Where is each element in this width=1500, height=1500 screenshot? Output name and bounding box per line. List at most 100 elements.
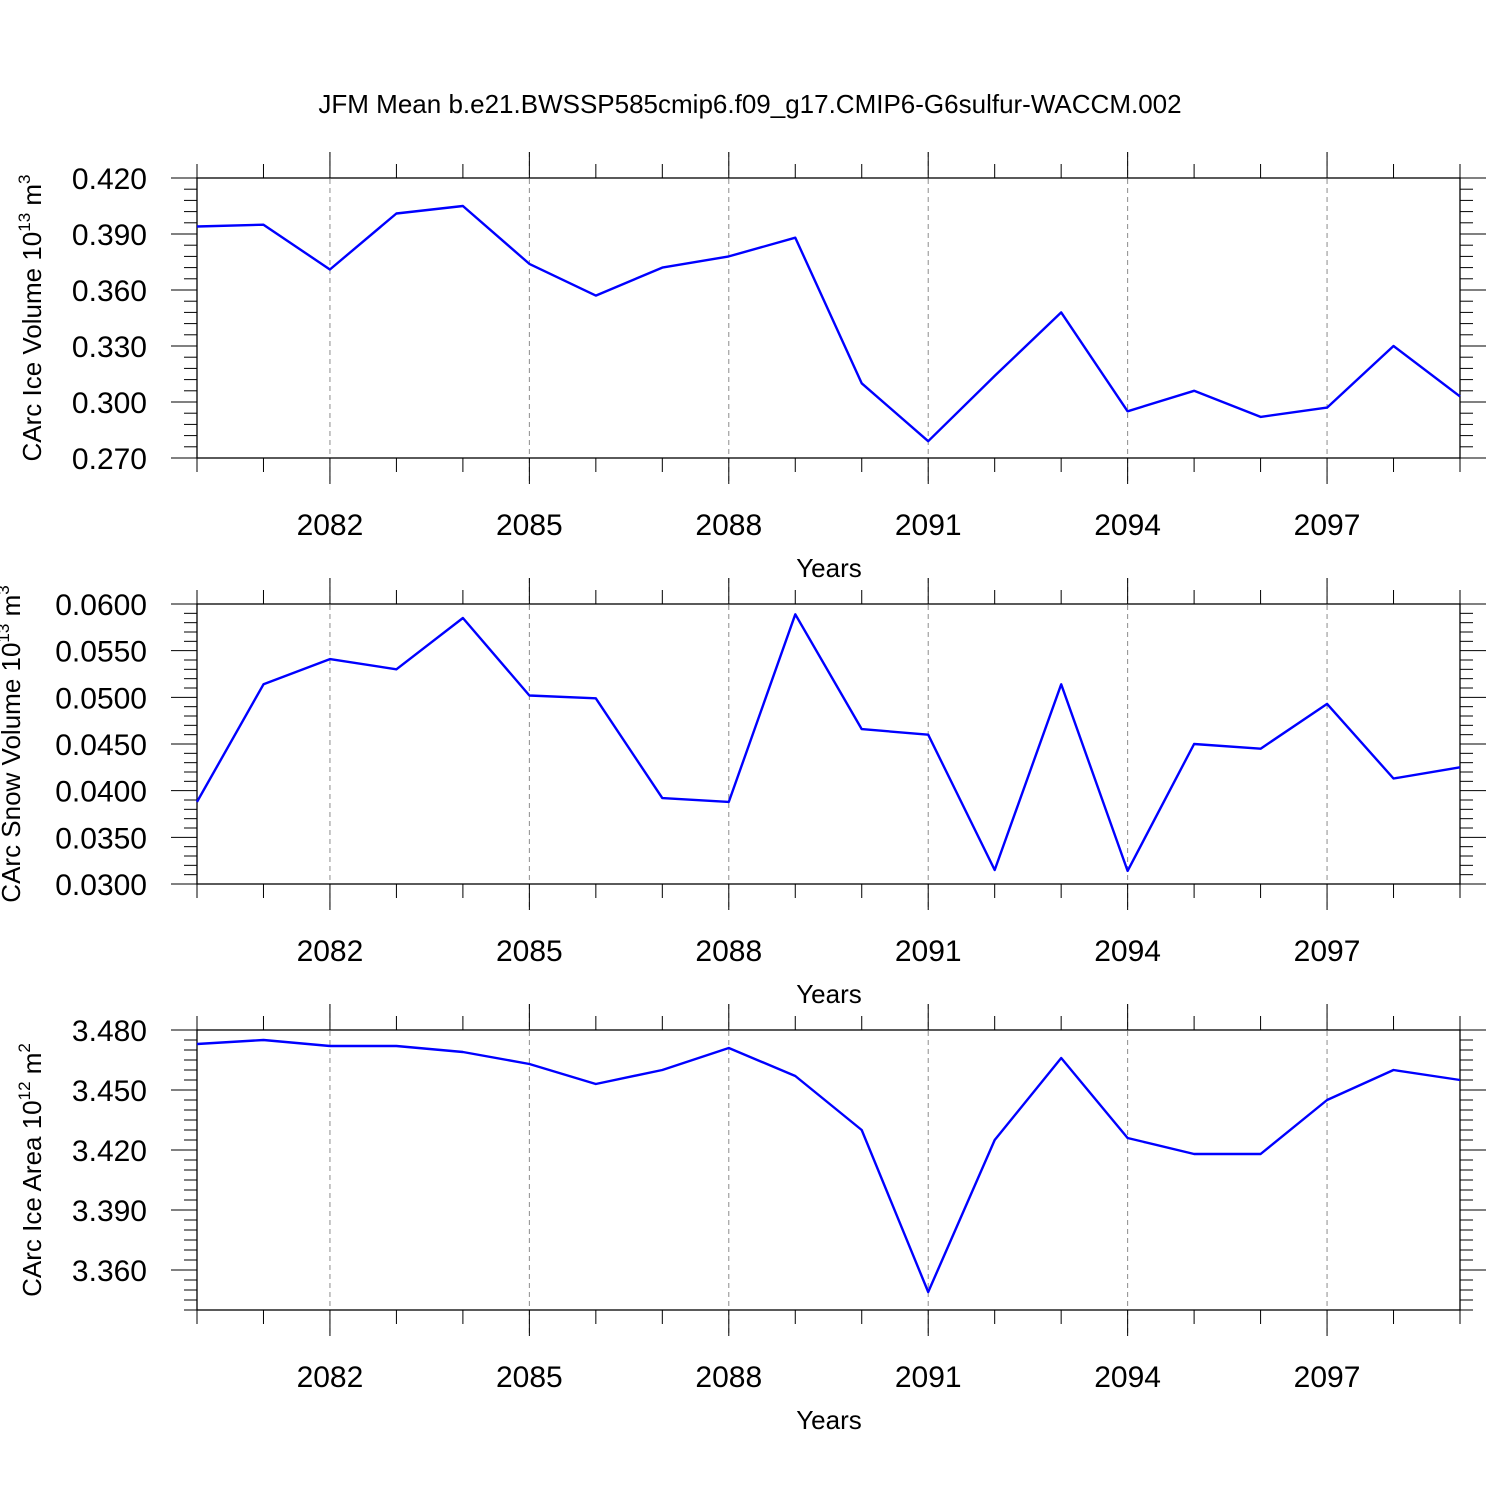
x-tick-label: 2085 (496, 935, 563, 968)
y-axis-label-superscript: 2 (15, 1043, 34, 1052)
data-point (195, 225, 199, 229)
y-axis-label-superscript: 3 (15, 174, 34, 183)
data-point (860, 1128, 864, 1132)
y-tick-label: 0.0400 (55, 776, 147, 809)
y-axis-label-part: m (17, 1053, 47, 1082)
panel-ice-area: 2082 2085 2088 2091 2094 2097 Years 3.480 3.450 3… (15, 1004, 1486, 1435)
data-point (1192, 742, 1196, 746)
data-point (527, 262, 531, 266)
x-tick-label: 2097 (1294, 1361, 1361, 1394)
data-point (1126, 869, 1130, 873)
x-tick-label: 2097 (1294, 509, 1361, 542)
x-tick-label: 2082 (297, 1361, 364, 1394)
series-line (196, 204, 1461, 443)
data-point (793, 612, 797, 616)
data-point (1458, 394, 1462, 398)
data-point (660, 1068, 664, 1072)
y-tick-label: 0.0550 (55, 636, 147, 669)
panel-ice-volume: 2082 2085 2088 2091 2094 2097 Years 0.420 0.390 0… (15, 152, 1486, 583)
x-tick-label: 2088 (695, 1361, 762, 1394)
chart-title: JFM Mean b.e21.BWSSP585cmip6.f09_g17.CMI… (318, 89, 1181, 119)
y-tick-label: 0.300 (72, 387, 147, 420)
y-tick-label: 0.0600 (55, 589, 147, 622)
y-tick-label: 0.390 (72, 219, 147, 252)
data-point (926, 439, 930, 443)
data-point (461, 1050, 465, 1054)
y-axis-label-part: m (17, 184, 47, 213)
x-tick-label: 2088 (695, 935, 762, 968)
data-point (1392, 777, 1396, 781)
data-point (1259, 415, 1263, 419)
data-point (527, 1062, 531, 1066)
data-point (1059, 310, 1063, 314)
data-point (1259, 747, 1263, 751)
data-point (1192, 1152, 1196, 1156)
series-line (196, 1038, 1461, 1294)
data-point (328, 657, 332, 661)
data-point (993, 374, 997, 378)
data-point (1259, 1152, 1263, 1156)
data-point (195, 1042, 199, 1046)
data-point (461, 616, 465, 620)
data-point (860, 381, 864, 385)
data-point (793, 1074, 797, 1078)
data-point (594, 294, 598, 298)
data-point (261, 1038, 265, 1042)
plot-frame (196, 1029, 1461, 1311)
data-point (1325, 406, 1329, 410)
y-axis-label-superscript: 3 (0, 585, 13, 594)
data-point (594, 1082, 598, 1086)
data-point (860, 727, 864, 731)
data-point (727, 800, 731, 804)
y-axis-label-superscript: 13 (15, 213, 34, 232)
data-point (261, 223, 265, 227)
y-tick-label: 0.330 (72, 331, 147, 364)
x-tick-label: 2085 (496, 1361, 563, 1394)
y-axis-label-part: CArc Ice Volume 10 (17, 232, 47, 462)
x-tick-label: 2088 (695, 509, 762, 542)
y-tick-label: 0.270 (72, 443, 147, 476)
data-point (926, 733, 930, 737)
data-point (594, 696, 598, 700)
data-point (926, 1290, 930, 1294)
data-point (727, 254, 731, 258)
data-point (993, 868, 997, 872)
x-tick-label: 2097 (1294, 935, 1361, 968)
y-tick-label: 0.420 (72, 163, 147, 196)
data-point (195, 800, 199, 804)
data-point (328, 267, 332, 271)
y-axis-label-part: m (0, 595, 26, 624)
y-tick-label: 3.390 (72, 1195, 147, 1228)
data-point (1126, 409, 1130, 413)
data-point (1458, 765, 1462, 769)
data-point (394, 1044, 398, 1048)
x-tick-label: 2085 (496, 509, 563, 542)
y-axis-label: CArc Snow Volume 1013 m3 (0, 585, 26, 902)
x-tick-label: 2094 (1094, 1361, 1161, 1394)
x-tick-label: 2094 (1094, 509, 1161, 542)
y-axis-label: CArc Ice Area 1012 m2 (15, 1043, 47, 1297)
data-point (1458, 1078, 1462, 1082)
data-point (527, 693, 531, 697)
data-point (727, 1046, 731, 1050)
data-point (394, 667, 398, 671)
data-point (328, 1044, 332, 1048)
y-axis-label-superscript: 13 (0, 624, 13, 643)
data-point (461, 204, 465, 208)
y-tick-label: 3.480 (72, 1015, 147, 1048)
data-point (1325, 702, 1329, 706)
x-tick-label: 2091 (895, 509, 962, 542)
data-point (993, 1138, 997, 1142)
plot-frame (196, 603, 1461, 885)
x-axis-label: Years (796, 979, 862, 1009)
data-point (1126, 1136, 1130, 1140)
x-tick-label: 2091 (895, 1361, 962, 1394)
data-point (394, 211, 398, 215)
y-tick-label: 0.0450 (55, 729, 147, 762)
y-tick-label: 0.360 (72, 275, 147, 308)
data-point (1059, 682, 1063, 686)
y-tick-label: 3.450 (72, 1075, 147, 1108)
data-point (1392, 1068, 1396, 1072)
y-axis-label-part: CArc Ice Area 10 (17, 1100, 47, 1297)
